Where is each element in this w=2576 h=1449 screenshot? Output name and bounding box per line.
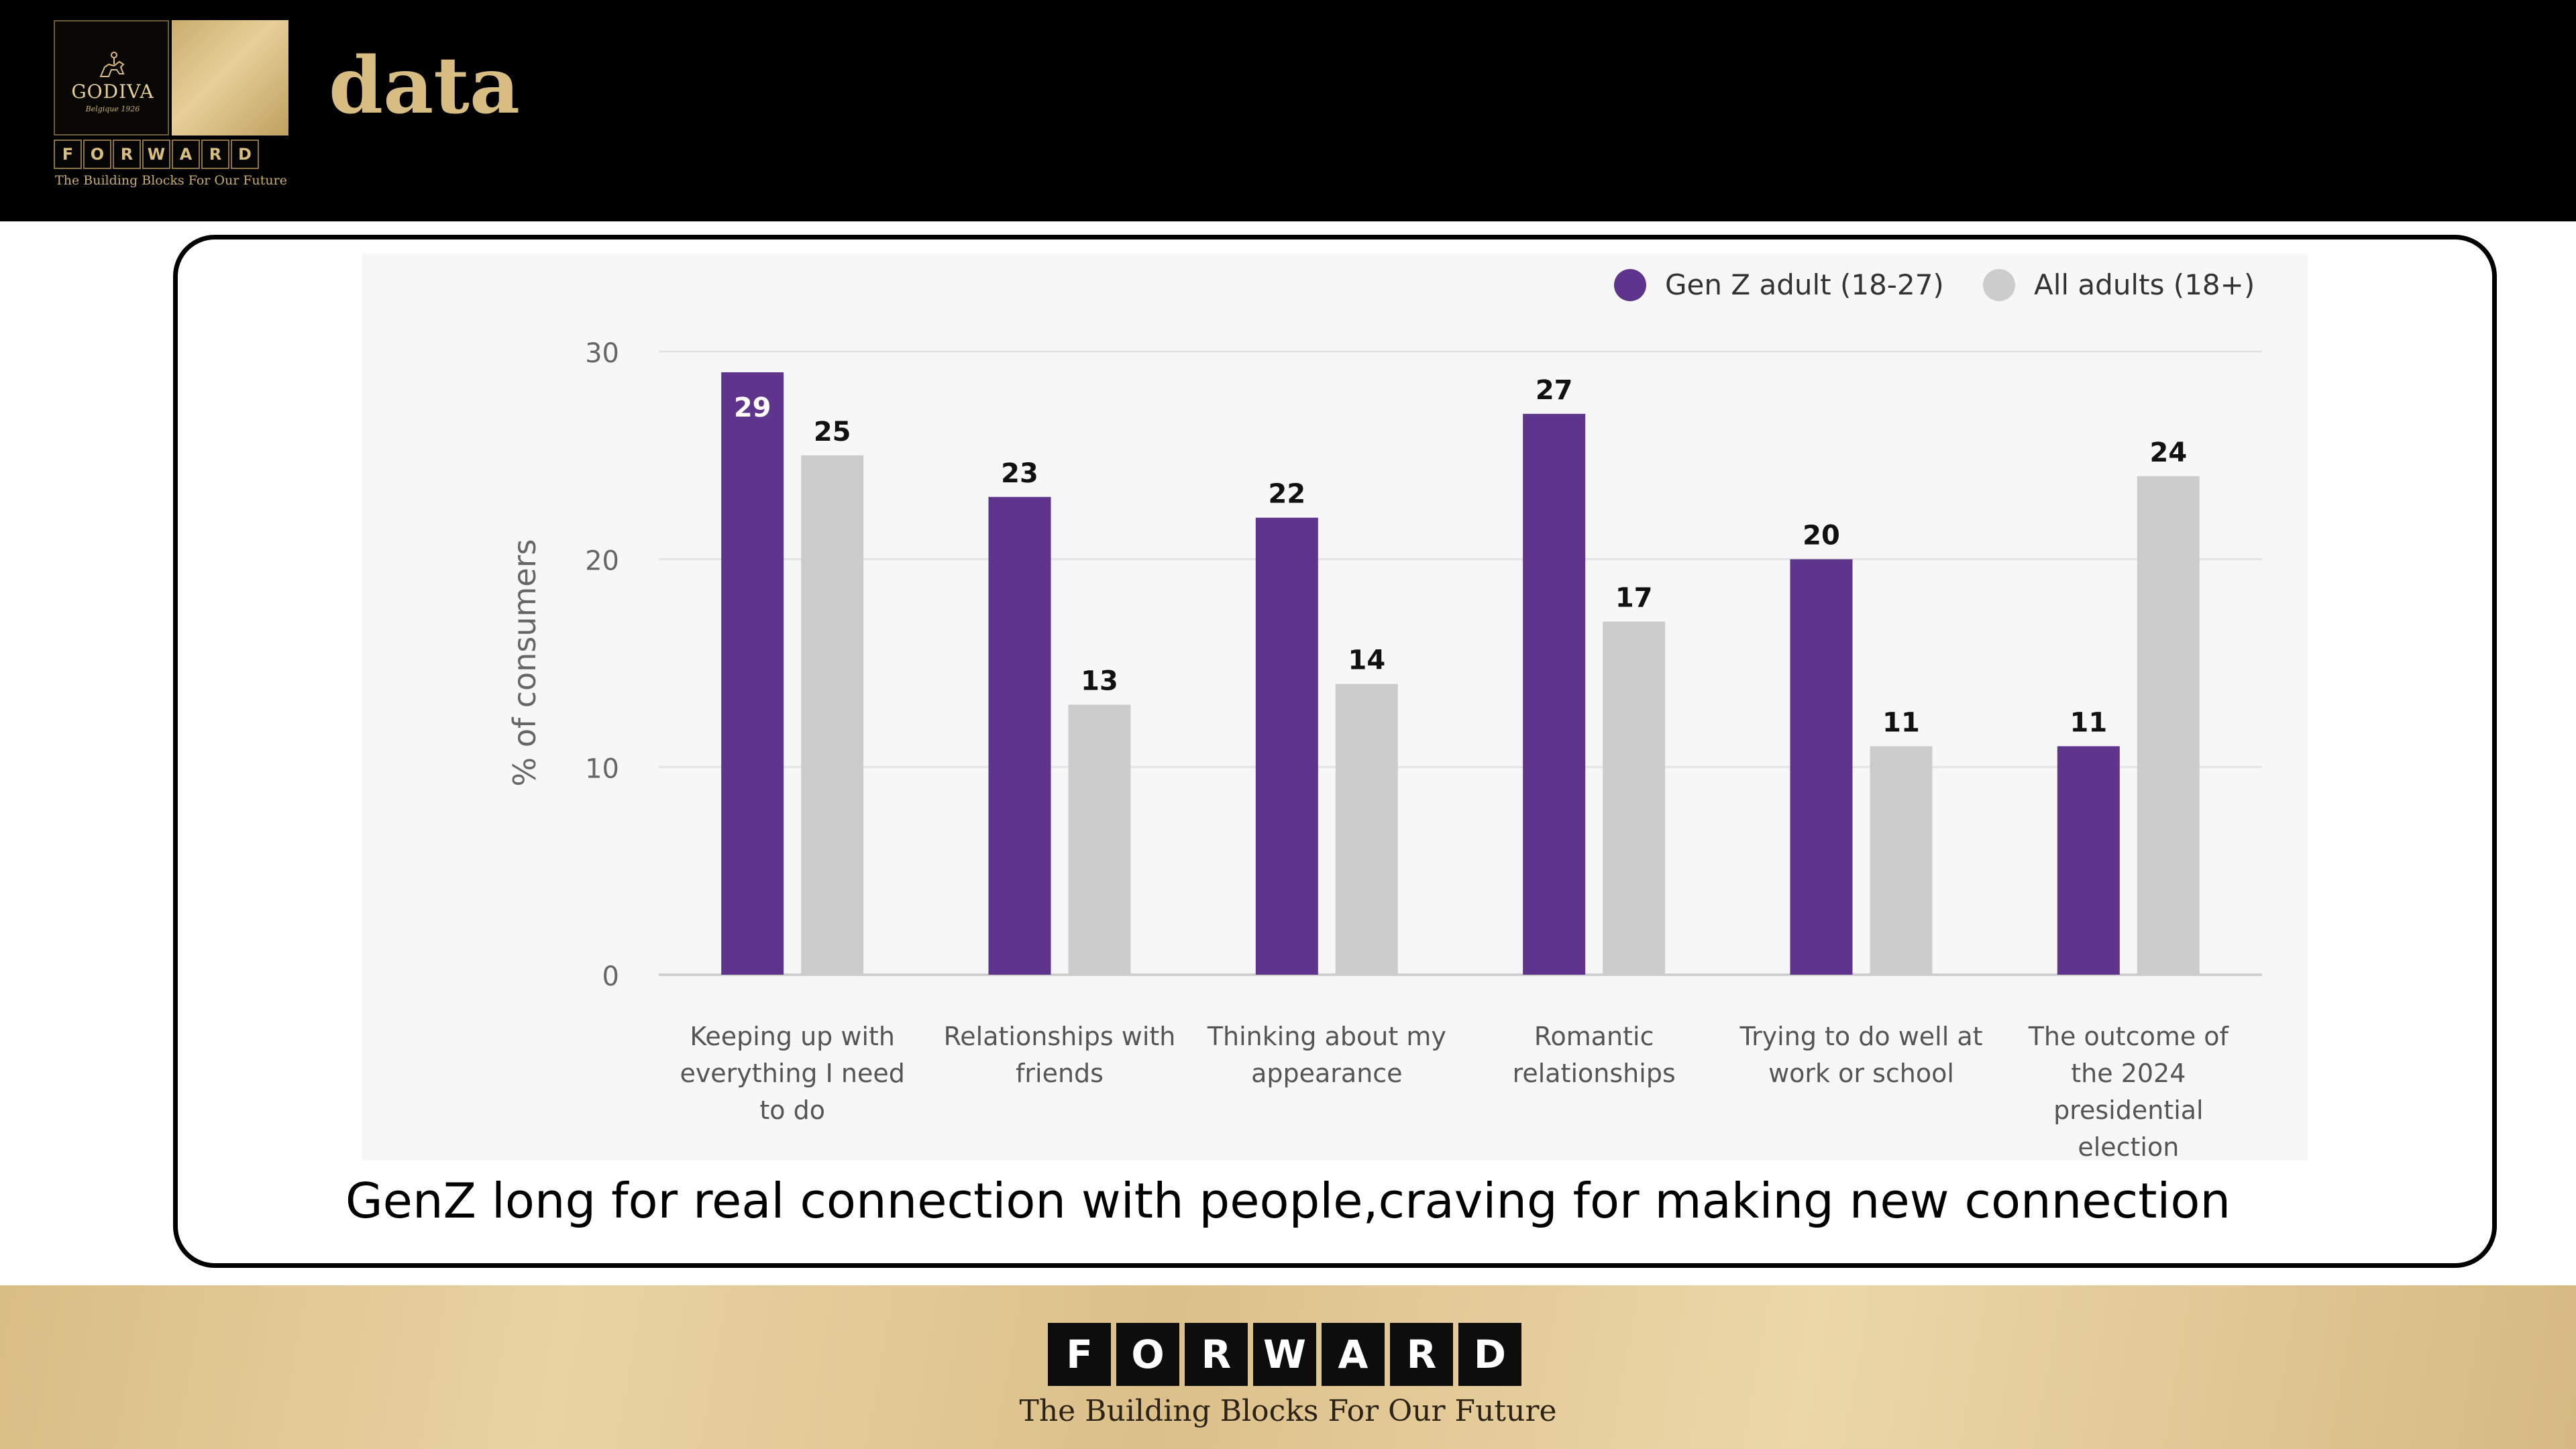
- bar: [721, 372, 784, 975]
- x-tick-label: Thinking about my: [1207, 1022, 1446, 1051]
- data-label: 22: [1268, 479, 1305, 510]
- data-label: 14: [1348, 645, 1385, 676]
- legend-label: All adults (18+): [2034, 268, 2255, 301]
- bar: [988, 496, 1051, 975]
- x-tick-label: Trying to do well at: [1739, 1022, 1982, 1051]
- footer-letter: D: [1458, 1323, 1521, 1386]
- bar: [1523, 413, 1586, 975]
- x-tick-label: the 2024: [2071, 1059, 2186, 1088]
- x-tick-label: Keeping up with: [690, 1022, 895, 1051]
- horse-rider-icon: [99, 52, 125, 77]
- y-tick-label: 30: [585, 338, 619, 369]
- bar: [1603, 621, 1666, 975]
- logo-letter: F: [54, 140, 82, 169]
- x-tick-label: presidential: [2053, 1095, 2204, 1125]
- data-label: 17: [1615, 583, 1653, 614]
- x-tick-label: work or school: [1768, 1059, 1954, 1088]
- y-tick-label: 10: [585, 753, 619, 784]
- bar: [2057, 746, 2120, 975]
- footer-letter: F: [1048, 1323, 1111, 1386]
- data-label: 24: [2149, 437, 2187, 468]
- footer-letter: A: [1322, 1323, 1385, 1386]
- legend-label: Gen Z adult (18-27): [1665, 268, 1944, 301]
- y-tick-label: 20: [585, 546, 619, 577]
- logo-emblem-panel: GODIVA Belgique 1926: [54, 20, 169, 136]
- header-bar: [0, 0, 2576, 221]
- bar: [801, 455, 864, 975]
- footer-letter: R: [1390, 1323, 1453, 1386]
- data-label: 11: [2070, 707, 2107, 738]
- bar: [2137, 476, 2200, 975]
- logo-letter: W: [142, 140, 170, 169]
- data-label: 20: [1803, 521, 1840, 551]
- page-title: data: [329, 40, 521, 131]
- data-label: 29: [734, 392, 771, 423]
- x-tick-label: relationships: [1513, 1059, 1676, 1088]
- footer-letter: O: [1116, 1323, 1179, 1386]
- x-tick-label: friends: [1016, 1059, 1104, 1088]
- footer-letter: W: [1253, 1323, 1316, 1386]
- logo-letter: D: [231, 140, 259, 169]
- logo-gold-panel: [172, 20, 288, 136]
- data-label: 13: [1081, 665, 1118, 696]
- bar: [1335, 684, 1398, 975]
- legend-marker: [1614, 269, 1646, 301]
- brand-logo: GODIVA Belgique 1926 F O R W A R D The B…: [54, 20, 288, 193]
- x-tick-label: Relationships with: [944, 1022, 1176, 1051]
- bar: [1068, 704, 1131, 975]
- brand-name: GODIVA: [71, 80, 154, 103]
- x-tick-label: The outcome of: [2028, 1022, 2230, 1051]
- logo-letter: R: [113, 140, 141, 169]
- logo-letter: O: [83, 140, 111, 169]
- x-tick-label: election: [2078, 1132, 2179, 1161]
- logo-subtitle: The Building Blocks For Our Future: [55, 173, 287, 188]
- x-tick-label: appearance: [1251, 1059, 1402, 1088]
- slide-caption: GenZ long for real connection with peopl…: [345, 1173, 2231, 1229]
- bar: [1870, 746, 1933, 975]
- footer-word-logo: F O R W A R D: [1048, 1323, 1521, 1386]
- footer-subtitle: The Building Blocks For Our Future: [1019, 1394, 1557, 1428]
- y-tick-label: 0: [602, 961, 619, 992]
- logo-letter: R: [201, 140, 229, 169]
- data-label: 27: [1536, 375, 1573, 406]
- data-label: 25: [814, 417, 851, 447]
- x-tick-label: to do: [759, 1095, 825, 1125]
- bar-chart: 0 10 20 30 % of consumers 29 25 Keeping up with…: [506, 268, 2262, 1161]
- bar: [1790, 559, 1853, 975]
- x-tick-label: Romantic: [1534, 1022, 1654, 1051]
- chart-panel: [362, 254, 2308, 1161]
- logo-letter: A: [172, 140, 200, 169]
- legend-marker: [1983, 269, 2015, 301]
- data-label: 23: [1001, 458, 1038, 489]
- logo-word-row: F O R W A R D: [54, 140, 259, 169]
- bar: [1255, 517, 1318, 975]
- y-axis-label: % of consumers: [506, 539, 543, 787]
- x-tick-label: everything I need: [680, 1059, 904, 1088]
- footer-letter: R: [1185, 1323, 1248, 1386]
- brand-tagline: Belgique 1926: [85, 105, 140, 113]
- data-label: 11: [1882, 707, 1920, 738]
